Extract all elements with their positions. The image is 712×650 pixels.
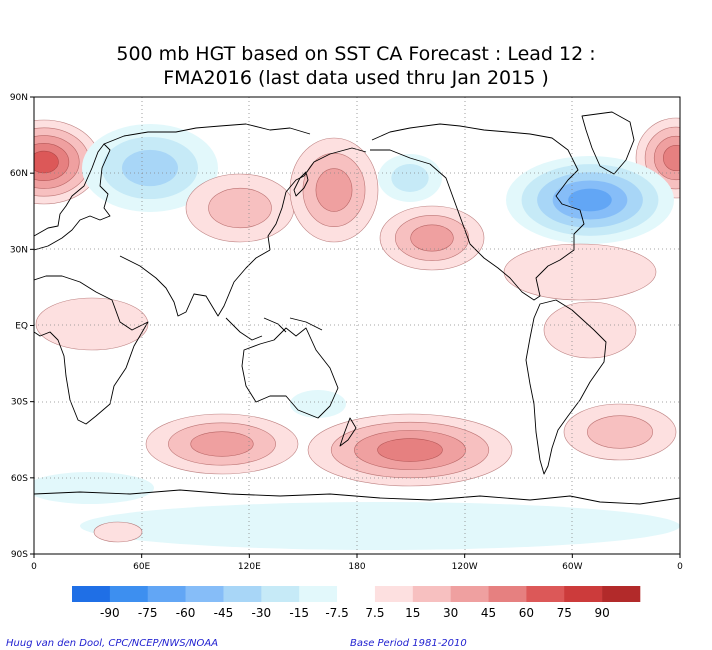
anomaly-cold-antarctic-level-1 [80, 502, 680, 550]
anomaly-warm-subtropical-atlantic-level-1 [503, 243, 657, 301]
coastline-arctic-russia [103, 123, 311, 145]
colorbar-label: -60 [176, 606, 196, 620]
lat-tick-label: 60N [10, 169, 28, 179]
anomaly-warm-east-asia-level-2 [208, 187, 272, 229]
colorbar-label: 75 [557, 606, 572, 620]
anomaly-warm-north-pacific-east-level-3 [410, 224, 454, 252]
anomaly-warm-europe-level-5 [34, 150, 59, 174]
lon-tick-label: 0 [31, 562, 37, 572]
credit-text: Huug van den Dool, CPC/NCEP/NWS/NOAA [6, 638, 218, 649]
colorbar-label: -45 [214, 606, 234, 620]
colorbar-label: -90 [100, 606, 120, 620]
colorbar-swatch [185, 586, 224, 602]
lon-tick-label: 0 [677, 562, 683, 572]
colorbar-label: -30 [252, 606, 272, 620]
colorbar-label: 15 [405, 606, 420, 620]
colorbar-swatch [261, 586, 300, 602]
anomaly-cold-siberia-level-3 [122, 149, 178, 187]
lon-tick-label: 120W [452, 562, 478, 572]
colorbar-swatch [147, 586, 186, 602]
colorbar-swatch [526, 586, 565, 602]
colorbar-swatch [72, 586, 111, 602]
lon-tick-label: 60E [133, 562, 150, 572]
colorbar-swatch [488, 586, 527, 602]
colorbar-label: 90 [594, 606, 609, 620]
coastline-east-asia [267, 147, 367, 251]
figure-title-line-1: 500 mb HGT based on SST CA Forecast : Le… [116, 43, 595, 65]
coastline-australia [241, 327, 339, 419]
lat-tick-label: 30S [11, 398, 28, 408]
graticule [34, 97, 680, 554]
anomaly-warm-equatorial-africa-level-1 [35, 297, 149, 351]
latitude-axis: 90N 60N 30N EQ 30S 60S 90S [10, 93, 34, 560]
coastline-europe [34, 143, 111, 251]
coastline-africa [34, 275, 149, 425]
coastline-new-zealand [339, 417, 357, 447]
colorbar-swatch [109, 586, 149, 602]
colorbar-swatch [564, 586, 603, 602]
lat-tick-label: 60S [11, 474, 28, 484]
colorbar-label: 7.5 [365, 606, 384, 620]
map-panel [33, 96, 681, 555]
longitude-axis: 0 60E 120E 180 120W 60W 0 [31, 554, 683, 572]
colorbar-swatch [223, 586, 262, 602]
colorbar-swatch [374, 586, 414, 602]
anomaly-cold-north-atlantic-level-5 [568, 188, 612, 212]
colorbar-label: 60 [519, 606, 534, 620]
coastline-indonesia [225, 317, 323, 341]
lon-tick-label: 60W [562, 562, 582, 572]
colorbar-label: -75 [138, 606, 158, 620]
base-period-text: Base Period 1981-2010 [350, 638, 467, 649]
lat-tick-label: 30N [10, 245, 28, 255]
anomaly-warm-south-atlantic-level-2 [587, 415, 653, 449]
colorbar-label: 30 [443, 606, 458, 620]
anomaly-warm-north-pacific-west-level-3 [315, 168, 353, 212]
anomaly-warm-greenland-east-level-4 [662, 144, 680, 172]
anomaly-cold-alaska-level-2 [391, 164, 429, 192]
anomaly-warm-south-indian-level-3 [190, 431, 254, 457]
coastlines [34, 111, 680, 505]
colorbar: -90 -75 -60 -45 -30 -15 -7.5 7.5 15 30 45 60 75 90 [72, 586, 641, 620]
figure-title-line-2: FMA2016 (last data used thru Jan 2015 ) [163, 67, 549, 89]
colorbar-label: -15 [289, 606, 309, 620]
anomaly-cold-tasman-level-1 [290, 390, 346, 418]
coastline-asia-south [119, 249, 271, 317]
anomaly-warm-antarctic-coast-level-1 [93, 521, 143, 543]
colorbar-label: 45 [481, 606, 496, 620]
colorbar-label: -7.5 [325, 606, 348, 620]
anomaly-shading [34, 117, 680, 550]
coastline-antarctica [34, 489, 680, 505]
lat-tick-label: 90S [11, 550, 28, 560]
colorbar-swatch [450, 586, 489, 602]
anomaly-cold-southern-ocean-west-level-1 [34, 472, 154, 504]
coastline-japan [293, 171, 309, 197]
anomaly-warm-south-pacific-level-4 [377, 438, 443, 462]
colorbar-swatch [337, 586, 376, 602]
lat-tick-label: EQ [15, 322, 28, 332]
coastline-greenland [581, 111, 635, 175]
colorbar-swatch [602, 586, 641, 602]
lat-tick-label: 90N [10, 93, 28, 103]
colorbar-swatch [299, 586, 338, 602]
lon-tick-label: 180 [348, 562, 365, 572]
coastline-north-america [370, 123, 585, 301]
lon-tick-label: 120E [238, 562, 261, 572]
anomaly-warm-equatorial-atlantic-level-1 [543, 301, 637, 359]
coastline-south-america [525, 299, 607, 475]
colorbar-swatch [412, 586, 451, 602]
